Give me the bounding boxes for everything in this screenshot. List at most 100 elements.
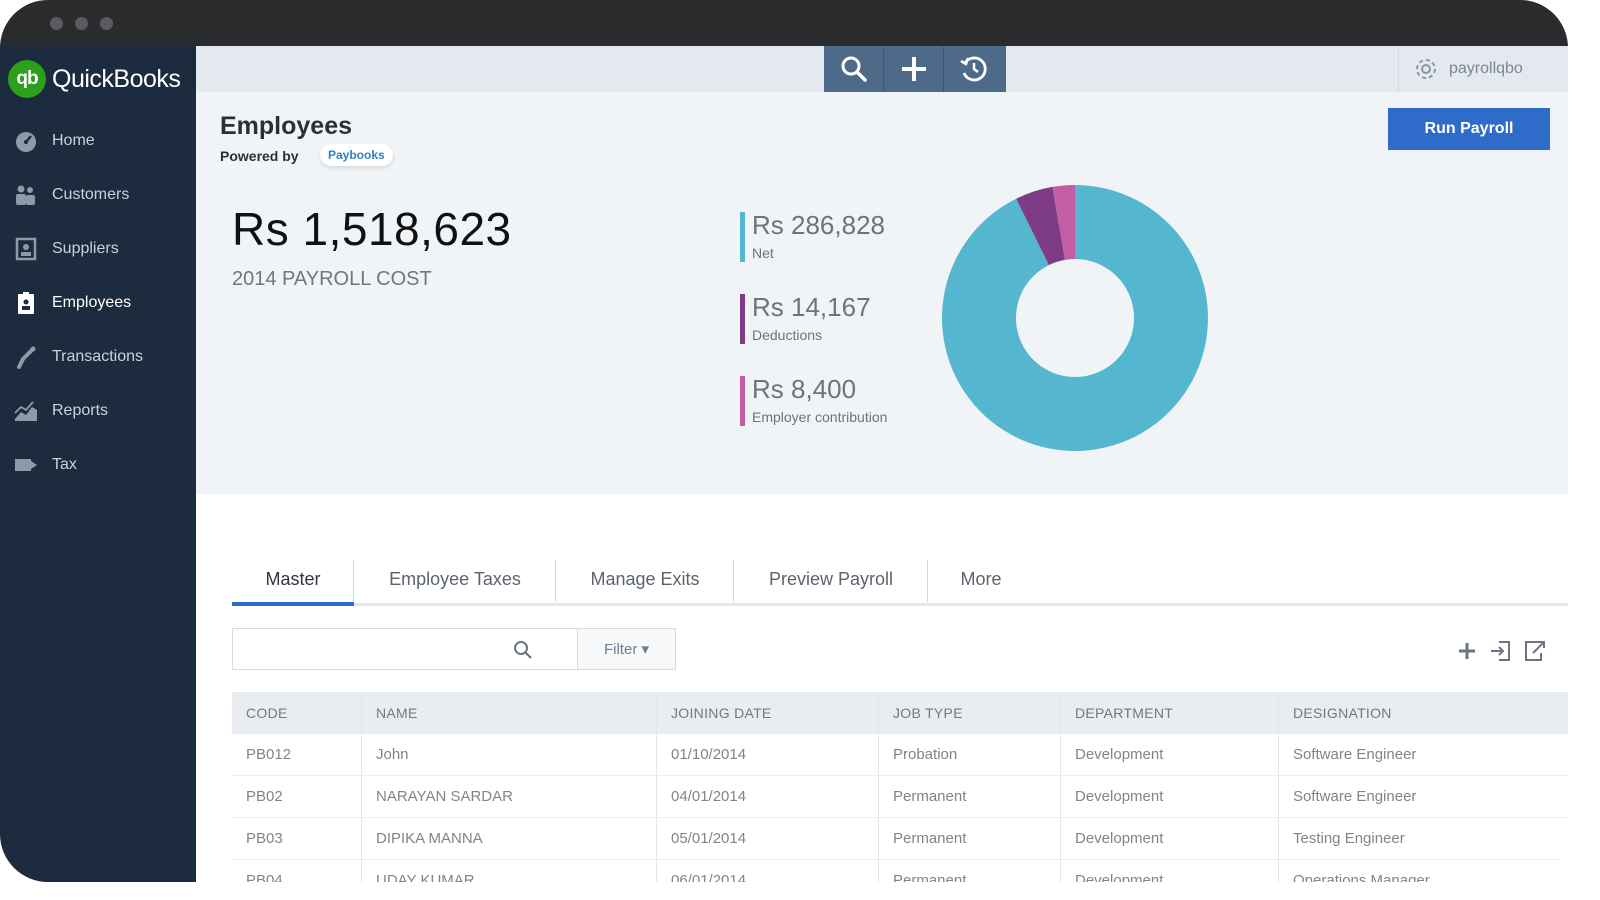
- donut-slice-deductions[interactable]: [1016, 186, 1065, 266]
- breakdown-label: Employer contribution: [752, 409, 888, 425]
- breakdown-label: Deductions: [752, 327, 823, 343]
- window-titlebar: [0, 0, 1568, 46]
- sidebar-item-label: Employees: [52, 294, 132, 311]
- sidebar-item-reports[interactable]: Reports: [0, 384, 196, 438]
- tab-label: Manage Exits: [590, 569, 700, 589]
- page-title: Employees: [220, 112, 353, 140]
- breakdown-amount: Rs 286,828: [752, 210, 885, 240]
- sidebar-item-employees[interactable]: Employees: [0, 276, 196, 330]
- recent-transactions-button[interactable]: [944, 46, 1004, 92]
- tab-manage-exits[interactable]: Manage Exits: [556, 556, 734, 603]
- tax-icon: [14, 453, 38, 477]
- column-header-name[interactable]: NAME: [362, 692, 657, 734]
- breakdown-label: Net: [752, 245, 774, 261]
- tab-more[interactable]: More: [928, 556, 1034, 603]
- quickbooks-logo[interactable]: qb QuickBooks: [8, 60, 181, 98]
- net-color-bar: [740, 212, 745, 262]
- import-button[interactable]: [1488, 638, 1514, 664]
- table-tools: [1454, 638, 1548, 664]
- cell-name: UDAY KUMAR: [362, 860, 657, 882]
- employee-tabs: Master Employee Taxes Manage Exits Previ…: [232, 556, 1568, 606]
- cell-designation: Testing Engineer: [1293, 830, 1405, 847]
- import-icon: [1491, 641, 1510, 661]
- sidebar-item-customers[interactable]: Customers: [0, 168, 196, 222]
- cell-designation: Software Engineer: [1293, 788, 1417, 805]
- breakdown-amount: Rs 14,167: [752, 292, 871, 322]
- sidebar-item-home[interactable]: Home: [0, 114, 196, 168]
- create-new-button[interactable]: [884, 46, 944, 92]
- sidebar-item-suppliers[interactable]: Suppliers: [0, 222, 196, 276]
- run-payroll-button[interactable]: Run Payroll: [1388, 108, 1550, 150]
- cell-joining-date: 06/01/2014: [657, 860, 879, 882]
- window-zoom-dot[interactable]: [100, 17, 113, 30]
- column-header-joining-date[interactable]: JOINING DATE: [657, 692, 879, 734]
- company-name: payrollqbo: [1449, 60, 1523, 77]
- cell-department: Development: [1061, 860, 1279, 882]
- sidebar-item-label: Home: [52, 132, 95, 149]
- table-row[interactable]: PB012 John 01/10/2014 Probation Developm…: [232, 734, 1568, 776]
- cell-joining-date: 05/01/2014: [657, 818, 879, 859]
- employer-contribution-color-bar: [740, 376, 745, 426]
- window-close-dot[interactable]: [50, 17, 63, 30]
- table-header: CODE NAME JOINING DATE JOB TYPE DEPARTME…: [232, 692, 1568, 734]
- reports-chart-icon: [14, 399, 38, 423]
- transactions-icon: [14, 345, 38, 369]
- customers-icon: [14, 183, 38, 207]
- main-content: Employees Powered by Paybooks Rs 1,518,6…: [196, 92, 1568, 882]
- filter-dropdown[interactable]: Filter ▾: [578, 628, 676, 670]
- suppliers-icon: [14, 237, 38, 261]
- column-header-code[interactable]: CODE: [232, 692, 362, 734]
- cell-joining-date: 04/01/2014: [657, 776, 879, 817]
- breakdown-employer-contribution: Rs 8,400 Employer contribution: [740, 374, 887, 456]
- sidebar-item-label: Customers: [52, 186, 130, 203]
- paybooks-logo: Paybooks: [320, 144, 393, 166]
- table-row[interactable]: PB03 DIPIKA MANNA 05/01/2014 Permanent D…: [232, 818, 1568, 860]
- column-header-job-type[interactable]: JOB TYPE: [879, 692, 1061, 734]
- tab-preview-payroll[interactable]: Preview Payroll: [734, 556, 928, 603]
- export-button[interactable]: [1522, 638, 1548, 664]
- column-header-department[interactable]: DEPARTMENT: [1061, 692, 1279, 734]
- total-payroll-cost: Rs 1,518,623: [232, 203, 512, 255]
- tab-divider: [555, 560, 556, 602]
- tab-divider: [733, 560, 734, 602]
- sidebar-item-transactions[interactable]: Transactions: [0, 330, 196, 384]
- tab-master[interactable]: Master: [232, 556, 354, 606]
- recent-history-icon: [960, 56, 987, 82]
- deductions-color-bar: [740, 294, 745, 344]
- breakdown-amount: Rs 8,400: [752, 374, 857, 404]
- tab-label: More: [960, 569, 1002, 589]
- search-icon: [841, 56, 867, 82]
- quick-actions: [824, 46, 1006, 92]
- employee-badge-icon: [14, 291, 38, 315]
- total-payroll-label: 2014 PAYROLL COST: [232, 268, 432, 290]
- cell-name: DIPIKA MANNA: [362, 818, 657, 859]
- tab-employee-taxes[interactable]: Employee Taxes: [354, 556, 556, 603]
- qb-logo-icon: qb: [8, 60, 46, 98]
- search-button[interactable]: [824, 46, 884, 92]
- donut-slice-employer-contribution[interactable]: [1052, 185, 1075, 260]
- breakdown-deductions: Rs 14,167 Deductions: [740, 292, 887, 374]
- table-row[interactable]: PB04 UDAY KUMAR 06/01/2014 Permanent Dev…: [232, 860, 1568, 882]
- sidebar-item-label: Transactions: [52, 348, 143, 365]
- tab-divider: [353, 560, 354, 602]
- gear-icon: [1416, 59, 1436, 79]
- donut-slice-net[interactable]: [942, 185, 1208, 451]
- employee-table: CODE NAME JOINING DATE JOB TYPE DEPARTME…: [232, 692, 1568, 882]
- add-employee-button[interactable]: [1454, 638, 1480, 664]
- sidebar-item-tax[interactable]: Tax: [0, 438, 196, 492]
- cell-designation: Software Engineer: [1293, 746, 1417, 763]
- cell-designation: Operations Manager: [1293, 872, 1430, 882]
- payroll-donut-chart: [942, 185, 1208, 451]
- table-row[interactable]: PB02 NARAYAN SARDAR 04/01/2014 Permanent…: [232, 776, 1568, 818]
- column-header-designation[interactable]: DESIGNATION: [1293, 705, 1392, 721]
- payroll-breakdown: Rs 286,828 Net Rs 14,167 Deductions Rs 8…: [740, 210, 887, 456]
- cell-joining-date: 01/10/2014: [657, 734, 879, 775]
- employee-list-section: Master Employee Taxes Manage Exits Previ…: [196, 494, 1568, 882]
- employee-search-input[interactable]: [232, 628, 578, 670]
- plus-icon: [901, 57, 926, 81]
- sidebar-item-label: Suppliers: [52, 240, 119, 257]
- brand-name: QuickBooks: [52, 64, 181, 93]
- window-minimize-dot[interactable]: [75, 17, 88, 30]
- settings-menu[interactable]: payrollqbo: [1398, 46, 1568, 92]
- cell-code: PB03: [232, 818, 362, 859]
